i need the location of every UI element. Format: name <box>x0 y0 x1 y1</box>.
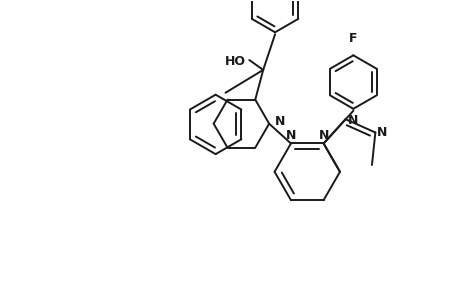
Text: N: N <box>376 126 387 139</box>
Text: N: N <box>285 128 296 142</box>
Text: HO: HO <box>224 56 246 68</box>
Text: N: N <box>318 128 328 142</box>
Text: N: N <box>347 114 357 127</box>
Text: N: N <box>274 115 285 128</box>
Text: F: F <box>348 32 357 45</box>
